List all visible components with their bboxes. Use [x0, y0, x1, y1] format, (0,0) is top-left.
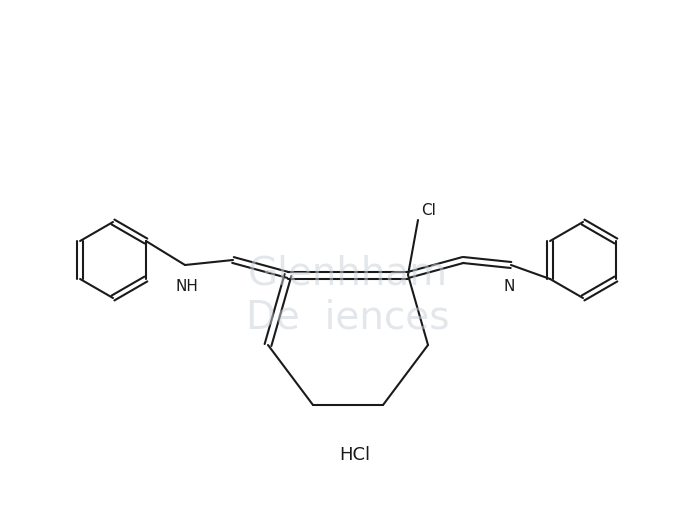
Text: HCl: HCl	[340, 446, 370, 464]
Text: Glenhham
De  iences: Glenhham De iences	[246, 254, 450, 336]
Text: NH: NH	[175, 279, 198, 294]
Text: Cl: Cl	[421, 203, 436, 218]
Text: N: N	[503, 279, 514, 294]
